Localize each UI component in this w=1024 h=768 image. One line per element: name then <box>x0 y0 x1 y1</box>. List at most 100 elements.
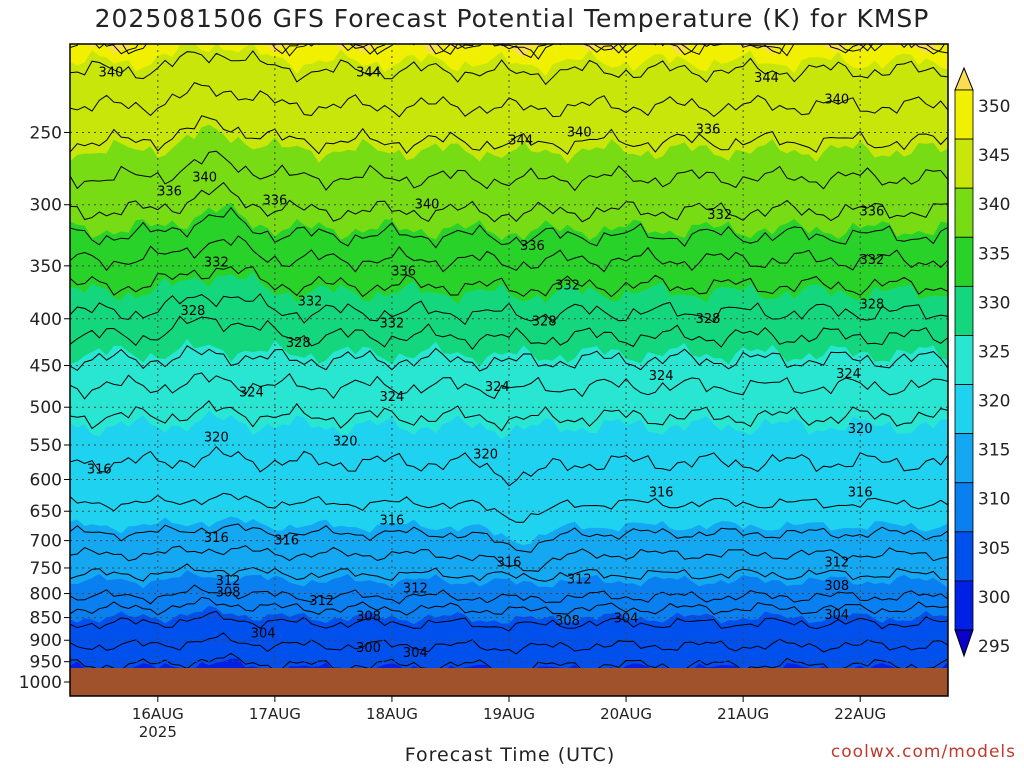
colorbar-swatch <box>954 285 974 336</box>
x-tick-label: 22AUG <box>834 705 886 723</box>
colorbar-swatch <box>954 433 974 484</box>
contour-label: 316 <box>274 534 299 549</box>
y-axis: 2503003504004505005506006507007508008509… <box>19 123 70 693</box>
x-tick-label: 17AUG <box>249 705 301 723</box>
fill-band-300 <box>70 658 948 668</box>
contour-label: 336 <box>520 239 545 254</box>
contour-label: 308 <box>555 614 580 629</box>
x-tick-label: 20AUG <box>600 705 652 723</box>
contour-line-342 <box>70 81 948 118</box>
colorbar-label: 340 <box>978 195 1010 215</box>
contour-label: 344 <box>754 71 779 86</box>
contour-line-320 <box>70 400 948 432</box>
contour-label: 316 <box>848 486 873 501</box>
contour-label: 332 <box>380 317 405 332</box>
contour-label: 316 <box>380 513 405 528</box>
contour-line-324 <box>70 345 948 372</box>
colorbar-label: 345 <box>978 146 1010 166</box>
contour-label: 324 <box>485 380 510 395</box>
contour-label: 316 <box>87 462 112 477</box>
colorbar-label: 305 <box>978 539 1010 559</box>
y-tick-label: 950 <box>30 653 62 673</box>
colorbar-swatch <box>954 187 974 238</box>
contour-line-310 <box>70 563 948 582</box>
y-tick-label: 350 <box>30 257 62 277</box>
contour-label: 312 <box>309 594 334 609</box>
y-tick-label: 750 <box>30 559 62 579</box>
colorbar-swatch <box>954 580 974 631</box>
colorbar-swatch <box>954 335 974 385</box>
contour-label: 344 <box>508 133 533 148</box>
contour-label: 340 <box>192 170 217 185</box>
x-tick-label: 18AUG <box>366 705 418 723</box>
y-tick-label: 600 <box>30 471 62 491</box>
contour-label: 304 <box>824 608 849 623</box>
x-tick-label: 19AUG <box>483 705 535 723</box>
y-tick-label: 800 <box>30 585 62 605</box>
filled-contours <box>70 44 948 668</box>
colorbar-swatch <box>954 138 974 189</box>
contour-label: 340 <box>824 92 849 107</box>
colorbar-extend-bottom <box>954 629 974 658</box>
contour-label: 340 <box>99 66 124 81</box>
colorbar-label: 330 <box>978 293 1010 313</box>
contour-label: 324 <box>649 369 674 384</box>
contour-label: 340 <box>415 198 440 213</box>
y-tick-label: 450 <box>30 356 62 376</box>
contour-label: 340 <box>567 125 592 140</box>
colorbar-swatch <box>954 236 974 287</box>
contour-line-340 <box>70 115 948 155</box>
contour-label: 332 <box>859 253 884 268</box>
x-tick-sublabel: 2025 <box>139 723 177 741</box>
contour-label: 336 <box>391 264 416 279</box>
colorbar-label: 315 <box>978 441 1010 461</box>
colorbar-swatch <box>954 482 974 533</box>
contour-label: 332 <box>707 208 732 223</box>
colorbar-label: 320 <box>978 392 1010 412</box>
contour-label: 308 <box>356 610 381 625</box>
y-tick-label: 250 <box>30 123 62 143</box>
contour-label: 316 <box>204 531 229 546</box>
contour-line-306 <box>70 596 948 616</box>
y-tick-label: 900 <box>30 631 62 651</box>
colorbar-label: 350 <box>978 97 1010 117</box>
colorbar-label: 335 <box>978 244 1010 264</box>
contour-label: 304 <box>614 612 639 627</box>
contour-line-318 <box>70 445 948 487</box>
y-tick-label: 700 <box>30 532 62 552</box>
colorbar-label: 310 <box>978 490 1010 510</box>
contour-label: 312 <box>403 582 428 597</box>
contour-line-302 <box>70 632 948 655</box>
colorbar-swatch <box>954 531 974 582</box>
contour-line-348 <box>94 44 946 59</box>
contour-line-336 <box>70 181 948 223</box>
contour-label: 328 <box>181 304 206 319</box>
contour-label: 336 <box>696 122 721 137</box>
contour-label: 304 <box>251 627 276 642</box>
contour-line-304 <box>70 610 948 632</box>
contour-label: 324 <box>380 390 405 405</box>
contour-label: 320 <box>333 434 358 449</box>
contour-label: 336 <box>262 194 287 209</box>
x-tick-label: 21AUG <box>717 705 769 723</box>
contour-label: 308 <box>824 579 849 594</box>
y-tick-label: 500 <box>30 398 62 418</box>
contour-label: 312 <box>824 556 849 571</box>
contour-label: 328 <box>532 315 557 330</box>
y-tick-label: 1000 <box>19 673 62 693</box>
contour-label: 328 <box>859 298 884 313</box>
contour-label: 324 <box>836 367 861 382</box>
colorbar-swatch <box>954 384 974 435</box>
contour-line-326 <box>70 315 948 351</box>
contour-label: 312 <box>567 572 592 587</box>
chart-title: 2025081506 GFS Forecast Potential Temper… <box>94 4 930 33</box>
y-tick-label: 400 <box>30 310 62 330</box>
contour-label: 336 <box>859 204 884 219</box>
contour-label: 320 <box>848 422 873 437</box>
y-tick-label: 850 <box>30 609 62 629</box>
x-tick-label: 16AUG <box>132 705 184 723</box>
colorbar: 350 345 340 335 330 325 320 315 310 305 300 295 <box>954 66 1010 658</box>
colorbar-extend-top <box>954 66 974 91</box>
